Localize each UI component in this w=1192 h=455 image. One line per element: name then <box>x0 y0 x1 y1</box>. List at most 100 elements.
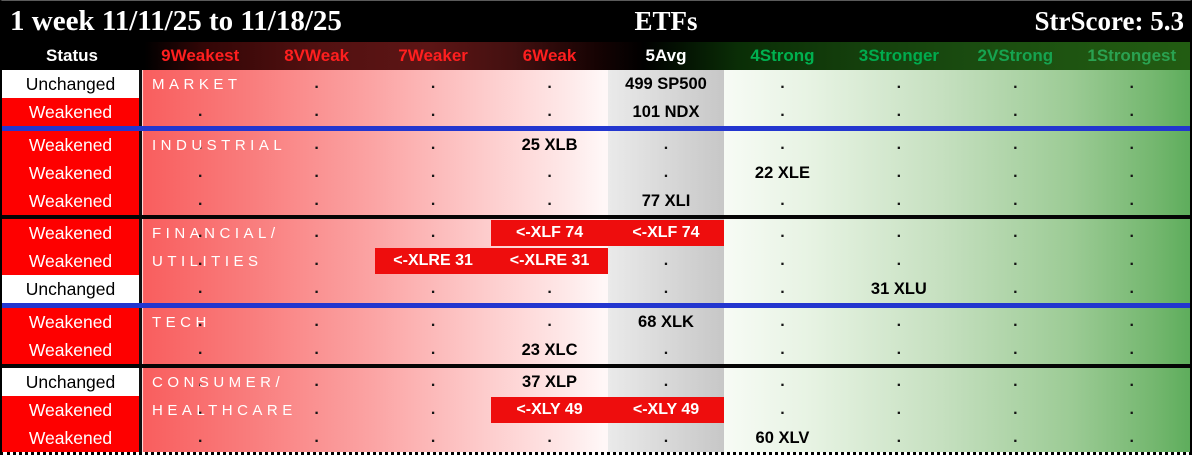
status-cell: Unchanged <box>2 368 142 396</box>
table-row: Weakened... <-XLY 49 <-XLY 49.... HEALTHCAR… <box>2 396 1190 424</box>
dot-marker: . <box>430 224 436 241</box>
dot-marker: . <box>1013 136 1018 153</box>
grid-cell: . <box>607 131 725 159</box>
dot-marker: . <box>896 192 902 209</box>
dot-marker: . <box>547 103 552 120</box>
dot-marker: . <box>1129 136 1134 153</box>
dot-marker: . <box>1129 341 1134 358</box>
dot-marker: . <box>314 103 319 120</box>
grid-cell: . <box>841 187 957 215</box>
dot-marker: . <box>663 280 669 297</box>
grid-cell: . <box>142 247 258 275</box>
ticker-value: 60 XLV <box>755 428 810 447</box>
grid-cell: . <box>957 308 1073 336</box>
title-bar: 1 week 11/11/25 to 11/18/25 ETFs StrScor… <box>2 1 1190 42</box>
table-row: Unchanged... 499 SP500.... MARKET <box>2 70 1190 98</box>
grid-cell: . <box>142 131 258 159</box>
dot-marker: . <box>314 373 319 390</box>
dot-marker: . <box>896 401 902 418</box>
grid-cell: . <box>142 308 258 336</box>
grid-cell: . <box>142 336 258 364</box>
dot-marker: . <box>430 429 436 446</box>
column-header-status: Status <box>46 46 98 65</box>
dot-marker: . <box>314 192 319 209</box>
grid-cell: . <box>724 219 840 247</box>
separator-blue <box>2 303 1190 308</box>
status-cell: Unchanged <box>2 70 142 98</box>
dot-marker: . <box>1129 373 1134 390</box>
grid-cell: . <box>1074 336 1190 364</box>
grid-cell: . <box>724 98 840 126</box>
column-header-row: Status 9Weakest 8VWeak 7Weaker 6Weak 5Avg 4St… <box>2 42 1190 70</box>
dot-marker: . <box>314 280 319 297</box>
ticker-callout: <-XLF 74 <box>491 220 608 246</box>
status-cell: Weakened <box>2 308 142 336</box>
grid-cell: . <box>841 131 957 159</box>
grid-cell: <-XLRE 31 <box>491 247 608 275</box>
grid-cell: 101 NDX <box>607 98 725 126</box>
dot-marker: . <box>314 164 319 181</box>
status-cell: Weakened <box>2 131 142 159</box>
ticker-value: 499 SP500 <box>625 74 707 93</box>
status-cell: Weakened <box>2 424 142 452</box>
ticker-value: 22 XLE <box>754 163 810 182</box>
grid-cell: . <box>375 70 491 98</box>
grid-cell: . <box>841 70 957 98</box>
grid-cell: . <box>1074 131 1190 159</box>
grid-cell: . <box>491 98 607 126</box>
column-header-9weakest: 9Weakest <box>161 46 240 65</box>
dot-marker: . <box>197 341 203 358</box>
dot-marker: . <box>896 164 902 181</box>
dot-marker: . <box>1129 280 1134 297</box>
separator-black <box>2 215 1190 219</box>
dot-marker: . <box>1013 429 1018 446</box>
grid-cell: . <box>375 98 491 126</box>
grid-cell: . <box>491 424 607 452</box>
grid-cell: . <box>142 368 258 396</box>
grid-cell: . <box>258 308 374 336</box>
dot-marker: . <box>547 164 552 181</box>
grid-cell: . <box>957 187 1073 215</box>
table-row: Unchanged... 37 XLP..... CONSUMER/ <box>2 368 1190 396</box>
table-row: Weakened.... 101 NDX.... <box>2 98 1190 126</box>
table-row: Weakened.... 68 XLK.... TECH <box>2 308 1190 336</box>
grid-cell: . <box>607 424 725 452</box>
grid-cell: . <box>957 159 1073 187</box>
dot-marker: . <box>1013 373 1018 390</box>
dot-marker: . <box>197 429 203 446</box>
grid-cell: . <box>375 396 491 424</box>
grid-cell: 22 XLE <box>724 159 840 187</box>
status-cell: Weakened <box>2 159 142 187</box>
dot-marker: . <box>197 224 203 241</box>
dot-marker: . <box>430 192 436 209</box>
dot-marker: . <box>314 429 319 446</box>
grid-cell: . <box>375 187 491 215</box>
grid-cell: . <box>957 70 1073 98</box>
grid-cell: . <box>375 336 491 364</box>
dot-marker: . <box>780 373 785 390</box>
grid-cell: . <box>841 159 957 187</box>
grid-cell: . <box>1074 424 1190 452</box>
status-cell: Weakened <box>2 247 142 275</box>
ticker-value: 101 NDX <box>632 102 700 121</box>
dot-marker: . <box>430 313 436 330</box>
dot-marker: . <box>430 75 436 92</box>
grid-cell: . <box>1074 368 1190 396</box>
dot-marker: . <box>1129 224 1134 241</box>
dot-marker: . <box>1129 401 1134 418</box>
dot-marker: . <box>780 341 785 358</box>
dot-marker: . <box>663 373 669 390</box>
dot-marker: . <box>547 192 552 209</box>
grid-cell: . <box>1074 275 1190 303</box>
dot-marker: . <box>1013 341 1018 358</box>
grid-cell: . <box>724 70 840 98</box>
grid-cell: . <box>375 159 491 187</box>
ticker-value: 25 XLB <box>521 135 578 154</box>
dot-marker: . <box>1129 75 1134 92</box>
dot-marker: . <box>896 224 902 241</box>
dot-marker: . <box>547 313 552 330</box>
status-cell: Weakened <box>2 98 142 126</box>
dot-marker: . <box>197 136 203 153</box>
dot-marker: . <box>663 341 669 358</box>
